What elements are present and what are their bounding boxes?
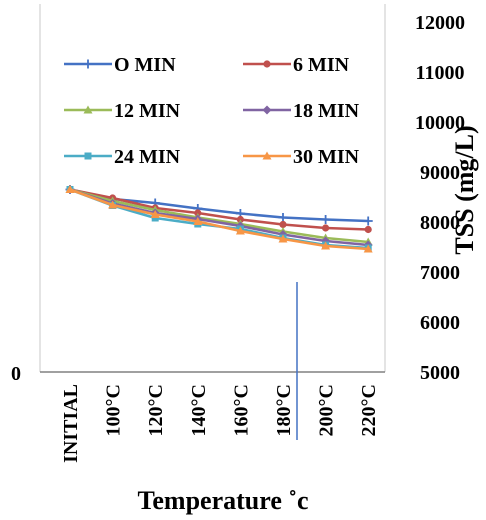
y-axis-title: TSS (mg/L) [450, 125, 479, 254]
y-tick-label: 5000 [420, 362, 460, 384]
data-point [193, 217, 203, 225]
legend-label: 18 MIN [293, 100, 360, 122]
y-tick-label: 9000 [420, 162, 460, 184]
series-lines [65, 185, 373, 253]
data-point [279, 220, 287, 229]
legend-label: 30 MIN [293, 146, 360, 168]
data-point [278, 213, 288, 222]
data-point [65, 185, 75, 193]
legend-item: 12 MIN [64, 100, 181, 122]
data-point [278, 234, 288, 243]
data-point [363, 216, 373, 226]
y-tick-label: 7000 [420, 262, 460, 284]
legend-label: 6 MIN [293, 54, 350, 76]
y-tick-label: 6000 [420, 312, 460, 334]
series-line [69, 188, 369, 244]
legend-marker [83, 105, 93, 114]
data-point [322, 224, 330, 232]
legend-marker [263, 60, 271, 68]
y-axis-tick-labels: 5000 6000 7000 8000 9000 10000 11000 12000 [415, 12, 465, 384]
y-tick-label: 8000 [420, 212, 460, 234]
series-line [69, 188, 369, 231]
data-point [108, 200, 118, 209]
legend-marker [262, 151, 272, 160]
legend-item: 18 MIN [243, 100, 360, 122]
data-point [321, 215, 331, 224]
legend: O MIN 6 MIN 12 MIN 18 MIN 24 MIN 30 MIN [64, 54, 360, 168]
legend-marker [262, 105, 272, 115]
data-point [364, 225, 372, 234]
legend-label: 24 MIN [114, 146, 181, 168]
legend-item: 30 MIN [243, 146, 360, 168]
data-point [194, 209, 202, 217]
data-point [363, 244, 373, 253]
y-tick-label: 10000 [415, 112, 465, 134]
legend-marker [83, 59, 93, 69]
x-tick-label: 180°C [273, 384, 295, 436]
x-axis-title: Temperature ˚c [137, 486, 308, 515]
x-tick-label: 140°C [188, 384, 210, 436]
legend-item: 6 MIN [243, 54, 350, 76]
x-tick-label: 120°C [145, 384, 167, 436]
series-line [69, 188, 369, 251]
data-point [321, 241, 331, 250]
x-tick-label: INITIAL [60, 384, 82, 463]
legend-label: O MIN [114, 54, 176, 76]
legend-marker [84, 152, 92, 160]
series [65, 185, 373, 253]
y-left-tick-label: 0 [11, 363, 21, 385]
legend-item: 24 MIN [64, 146, 181, 168]
series-line [69, 188, 369, 247]
y-tick-label: 11000 [416, 62, 465, 84]
data-point [150, 210, 160, 218]
data-point [235, 226, 245, 235]
y-tick-label: 12000 [415, 12, 465, 34]
x-tick-label: 220°C [358, 384, 380, 436]
x-axis-tick-labels: INITIAL 100°C 120°C 140°C 160°C 180°C 200°C 220… [60, 384, 380, 463]
x-tick-label: 160°C [230, 384, 252, 436]
legend-item: O MIN [64, 54, 176, 76]
x-tick-label: 100°C [103, 384, 125, 436]
x-tick-label: 200°C [316, 384, 338, 436]
legend-label: 12 MIN [114, 100, 181, 122]
